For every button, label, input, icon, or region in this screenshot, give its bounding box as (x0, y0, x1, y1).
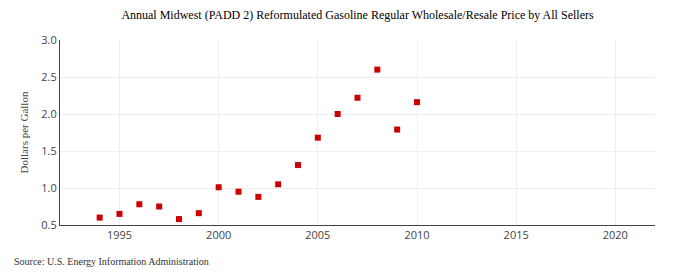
svg-text:0.5: 0.5 (41, 217, 56, 232)
svg-text:3.0: 3.0 (41, 32, 56, 47)
svg-text:2.0: 2.0 (41, 106, 56, 121)
svg-text:2005: 2005 (305, 227, 330, 242)
svg-text:Dollars per Gallon: Dollars per Gallon (18, 91, 30, 173)
svg-text:2015: 2015 (504, 227, 529, 242)
svg-text:2000: 2000 (206, 227, 231, 242)
svg-text:1995: 1995 (107, 227, 132, 242)
svg-text:2010: 2010 (404, 227, 429, 242)
svg-text:2.5: 2.5 (41, 69, 56, 84)
svg-text:Source: U.S. Energy Informatio: Source: U.S. Energy Information Administ… (14, 256, 209, 267)
svg-text:1.5: 1.5 (41, 143, 56, 158)
svg-text:Annual Midwest (PADD 2) Reform: Annual Midwest (PADD 2) Reformulated Gas… (121, 8, 594, 22)
svg-text:2020: 2020 (603, 227, 628, 242)
svg-text:1.0: 1.0 (41, 180, 56, 195)
